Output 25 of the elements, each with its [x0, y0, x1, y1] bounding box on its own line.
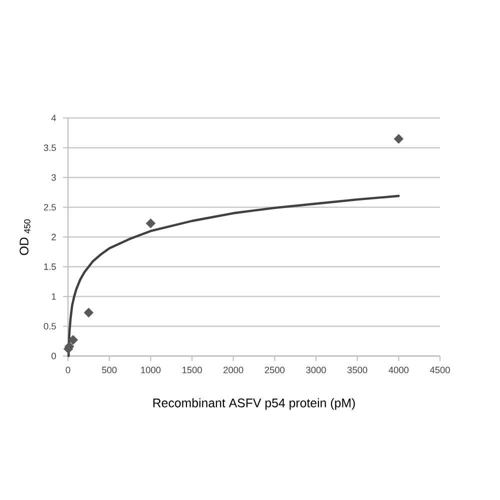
x-axis-title: Recombinant ASFV p54 protein (pM)	[153, 398, 355, 410]
x-tick-label: 4000	[388, 366, 409, 374]
x-tick-label: 3000	[306, 366, 326, 374]
x-tick-label: 2500	[264, 366, 285, 374]
point	[146, 218, 156, 228]
x-tick-label: 4500	[430, 366, 450, 374]
point	[394, 134, 404, 144]
y-tick-label: 3.5	[44, 144, 56, 151]
y-tick-label: 0.5	[44, 322, 56, 330]
y-axis-title: OD $_{450}$	[20, 219, 30, 256]
y-tick-label: 0	[52, 352, 56, 360]
x-tick-label: 2000	[224, 366, 244, 374]
x-tick-label: 1000	[141, 366, 161, 374]
y-tick-label: 3	[52, 174, 56, 181]
point	[84, 308, 94, 318]
point	[68, 335, 78, 345]
x-tick-label: 3500	[347, 366, 368, 374]
y-tick-label: 2	[52, 234, 56, 240]
y-tick-label: 1	[52, 293, 56, 300]
y-tick-label: 4	[51, 114, 56, 122]
x-tick-label: 1500	[182, 366, 202, 374]
x-tick-label: 0	[66, 366, 70, 374]
x-tick-label: 500	[102, 366, 117, 374]
y-tick-label: 1.5	[44, 264, 56, 270]
y-tick-label: 2.5	[44, 204, 56, 210]
